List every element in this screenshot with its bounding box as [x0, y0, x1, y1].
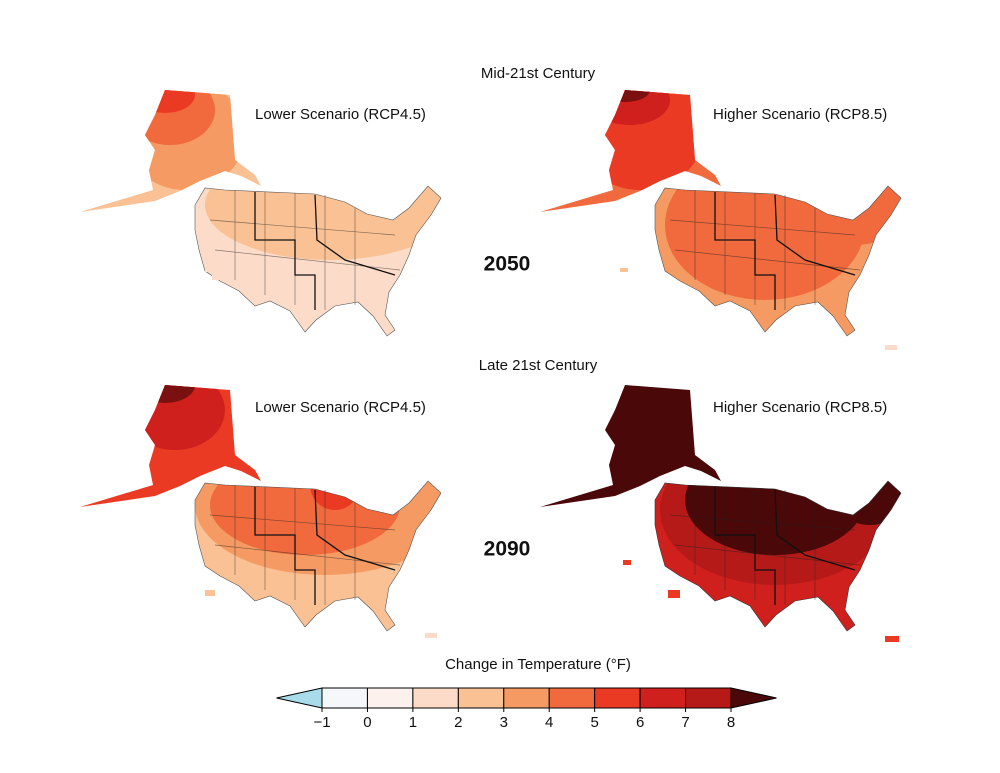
- region-fill: [135, 385, 195, 403]
- colorbar-tick-label: 6: [636, 714, 644, 731]
- region-fill: [125, 385, 225, 450]
- colorbar-bin: [321, 687, 368, 709]
- region-fill: [310, 481, 360, 510]
- region-fill: [600, 90, 650, 102]
- year-label: 2090: [484, 538, 531, 561]
- colorbar-bin: [457, 687, 505, 709]
- colorbar-tick-label: 1: [409, 714, 417, 731]
- colorbar-title: Change in Temperature (°F): [445, 656, 631, 673]
- hawaii: [623, 560, 631, 565]
- puerto-rico: [425, 633, 437, 638]
- region-border: [254, 487, 396, 605]
- region-fill: [575, 90, 705, 190]
- hawaii: [620, 268, 628, 272]
- region-fill: [395, 186, 441, 240]
- colorbar-bin: [639, 687, 687, 709]
- panel-label: Lower Scenario (RCP4.5): [255, 106, 426, 123]
- region-border: [254, 192, 396, 310]
- region-fill: [205, 186, 441, 260]
- row-title: Late 21st Century: [479, 357, 598, 374]
- colorbar-tick-label: 7: [681, 714, 689, 731]
- panel-label: Lower Scenario (RCP4.5): [255, 399, 426, 416]
- colorbar-bin: [503, 687, 550, 709]
- colorbar-tick-label: 8: [727, 714, 735, 731]
- hawaii: [205, 590, 215, 596]
- colorbar-under: [276, 687, 323, 709]
- hawaii: [205, 268, 213, 272]
- puerto-rico: [885, 345, 897, 350]
- colorbar-over: [730, 687, 777, 709]
- region-fill: [210, 481, 400, 555]
- region-border: [714, 192, 856, 310]
- panel-label: Higher Scenario (RCP8.5): [713, 106, 887, 123]
- colorbar-bin: [548, 687, 596, 709]
- panel-label: Higher Scenario (RCP8.5): [713, 399, 887, 416]
- colorbar-bin: [412, 687, 459, 709]
- colorbar-tick-label: 0: [363, 714, 371, 731]
- year-label: 2050: [484, 253, 531, 276]
- colorbar-tick-label: −1: [313, 714, 330, 731]
- region-fill: [135, 90, 195, 113]
- puerto-rico: [885, 636, 899, 642]
- hawaii: [212, 275, 219, 280]
- colorbar-bin: [366, 687, 414, 709]
- colorbar-bin: [594, 687, 641, 709]
- us-map: [194, 185, 442, 337]
- colorbar-tick-label: 2: [454, 714, 462, 731]
- us-map: [654, 185, 902, 337]
- colorbar-tick-label: 5: [590, 714, 598, 731]
- colorbar-tick-label: 4: [545, 714, 553, 731]
- colorbar-tick-label: 3: [500, 714, 508, 731]
- hawaii: [668, 590, 680, 598]
- row-title: Mid-21st Century: [481, 65, 596, 82]
- colorbar: −1 0 1 2 3 4 5 6 7 8: [276, 687, 777, 731]
- colorbar-bin: [685, 687, 732, 709]
- region-border: [714, 487, 856, 605]
